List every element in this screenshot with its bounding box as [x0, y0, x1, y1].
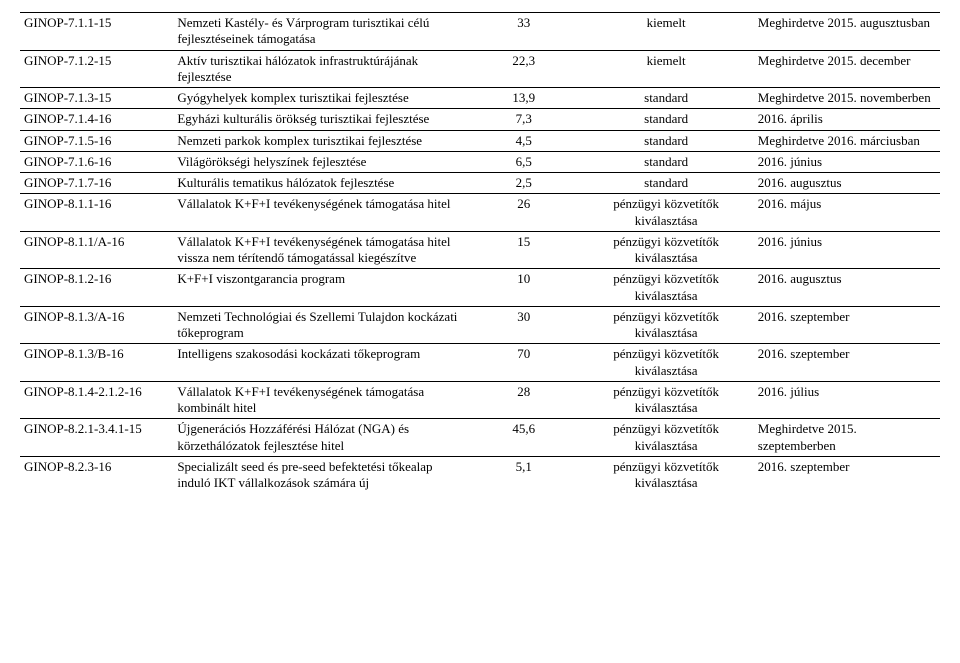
- table-row: GINOP-8.1.3/A-16Nemzeti Technológiai és …: [20, 306, 940, 344]
- cell-cat: pénzügyi közvetítők kiválasztása: [579, 344, 754, 382]
- cell-date: 2016. szeptember: [754, 456, 940, 493]
- cell-val: 7,3: [469, 109, 579, 130]
- cell-desc: Nemzeti Kastély- és Várprogram turisztik…: [173, 13, 469, 51]
- cell-cat: pénzügyi közvetítők kiválasztása: [579, 194, 754, 232]
- cell-cat: pénzügyi közvetítők kiválasztása: [579, 269, 754, 307]
- cell-desc: Nemzeti Technológiai és Szellemi Tulajdo…: [173, 306, 469, 344]
- table-row: GINOP-7.1.7-16Kulturális tematikus hálóz…: [20, 173, 940, 194]
- cell-cat: standard: [579, 88, 754, 109]
- cell-code: GINOP-8.1.3/B-16: [20, 344, 173, 382]
- cell-cat: pénzügyi közvetítők kiválasztása: [579, 381, 754, 419]
- cell-val: 13,9: [469, 88, 579, 109]
- cell-date: 2016. szeptember: [754, 344, 940, 382]
- table-row: GINOP-8.1.1-16Vállalatok K+F+I tevékenys…: [20, 194, 940, 232]
- cell-code: GINOP-7.1.7-16: [20, 173, 173, 194]
- cell-cat: standard: [579, 151, 754, 172]
- cell-date: 2016. szeptember: [754, 306, 940, 344]
- cell-cat: standard: [579, 173, 754, 194]
- table-row: GINOP-8.1.3/B-16Intelligens szakosodási …: [20, 344, 940, 382]
- table-row: GINOP-8.1.1/A-16Vállalatok K+F+I tevéken…: [20, 231, 940, 269]
- cell-code: GINOP-8.1.1-16: [20, 194, 173, 232]
- cell-desc: Vállalatok K+F+I tevékenységének támogat…: [173, 194, 469, 232]
- cell-cat: pénzügyi közvetítők kiválasztása: [579, 231, 754, 269]
- cell-code: GINOP-8.1.2-16: [20, 269, 173, 307]
- table-row: GINOP-7.1.4-16Egyházi kulturális örökség…: [20, 109, 940, 130]
- cell-cat: standard: [579, 109, 754, 130]
- cell-desc: Intelligens szakosodási kockázati tőkepr…: [173, 344, 469, 382]
- cell-code: GINOP-7.1.5-16: [20, 130, 173, 151]
- cell-desc: Vállalatok K+F+I tevékenységének támogat…: [173, 231, 469, 269]
- cell-val: 45,6: [469, 419, 579, 457]
- cell-date: Meghirdetve 2015. szeptemberben: [754, 419, 940, 457]
- table-row: GINOP-8.1.4-2.1.2-16Vállalatok K+F+I tev…: [20, 381, 940, 419]
- cell-code: GINOP-8.1.3/A-16: [20, 306, 173, 344]
- cell-code: GINOP-7.1.6-16: [20, 151, 173, 172]
- cell-date: 2016. április: [754, 109, 940, 130]
- cell-val: 15: [469, 231, 579, 269]
- table-row: GINOP-7.1.1-15Nemzeti Kastély- és Várpro…: [20, 13, 940, 51]
- cell-desc: K+F+I viszontgarancia program: [173, 269, 469, 307]
- table-row: GINOP-8.2.1-3.4.1-15Újgenerációs Hozzáfé…: [20, 419, 940, 457]
- cell-date: 2016. augusztus: [754, 269, 940, 307]
- table-row: GINOP-7.1.2-15Aktív turisztikai hálózato…: [20, 50, 940, 88]
- cell-date: 2016. július: [754, 381, 940, 419]
- table-row: GINOP-7.1.5-16Nemzeti parkok komplex tur…: [20, 130, 940, 151]
- cell-cat: pénzügyi közvetítők kiválasztása: [579, 419, 754, 457]
- data-table: GINOP-7.1.1-15Nemzeti Kastély- és Várpro…: [20, 12, 940, 493]
- cell-date: Meghirdetve 2015. novemberben: [754, 88, 940, 109]
- cell-cat: pénzügyi közvetítők kiválasztása: [579, 456, 754, 493]
- cell-val: 28: [469, 381, 579, 419]
- cell-code: GINOP-8.2.3-16: [20, 456, 173, 493]
- table-row: GINOP-7.1.6-16Világörökségi helyszínek f…: [20, 151, 940, 172]
- cell-code: GINOP-7.1.2-15: [20, 50, 173, 88]
- cell-val: 70: [469, 344, 579, 382]
- cell-desc: Egyházi kulturális örökség turisztikai f…: [173, 109, 469, 130]
- cell-val: 30: [469, 306, 579, 344]
- cell-cat: pénzügyi közvetítők kiválasztása: [579, 306, 754, 344]
- cell-code: GINOP-8.2.1-3.4.1-15: [20, 419, 173, 457]
- table-row: GINOP-8.2.3-16Specializált seed és pre-s…: [20, 456, 940, 493]
- cell-val: 26: [469, 194, 579, 232]
- cell-date: Meghirdetve 2015. augusztusban: [754, 13, 940, 51]
- cell-cat: kiemelt: [579, 13, 754, 51]
- cell-code: GINOP-7.1.1-15: [20, 13, 173, 51]
- cell-cat: standard: [579, 130, 754, 151]
- table-row: GINOP-8.1.2-16K+F+I viszontgarancia prog…: [20, 269, 940, 307]
- cell-desc: Vállalatok K+F+I tevékenységének támogat…: [173, 381, 469, 419]
- cell-date: 2016. június: [754, 151, 940, 172]
- cell-desc: Újgenerációs Hozzáférési Hálózat (NGA) é…: [173, 419, 469, 457]
- cell-val: 10: [469, 269, 579, 307]
- cell-date: 2016. augusztus: [754, 173, 940, 194]
- cell-code: GINOP-7.1.4-16: [20, 109, 173, 130]
- table-row: GINOP-7.1.3-15Gyógyhelyek komplex turisz…: [20, 88, 940, 109]
- cell-code: GINOP-7.1.3-15: [20, 88, 173, 109]
- cell-date: Meghirdetve 2016. márciusban: [754, 130, 940, 151]
- cell-val: 22,3: [469, 50, 579, 88]
- cell-val: 4,5: [469, 130, 579, 151]
- cell-desc: Kulturális tematikus hálózatok fejleszté…: [173, 173, 469, 194]
- cell-date: 2016. június: [754, 231, 940, 269]
- cell-code: GINOP-8.1.1/A-16: [20, 231, 173, 269]
- cell-desc: Nemzeti parkok komplex turisztikai fejle…: [173, 130, 469, 151]
- cell-val: 2,5: [469, 173, 579, 194]
- cell-val: 5,1: [469, 456, 579, 493]
- cell-code: GINOP-8.1.4-2.1.2-16: [20, 381, 173, 419]
- cell-desc: Specializált seed és pre-seed befektetés…: [173, 456, 469, 493]
- cell-cat: kiemelt: [579, 50, 754, 88]
- cell-val: 33: [469, 13, 579, 51]
- cell-val: 6,5: [469, 151, 579, 172]
- cell-desc: Gyógyhelyek komplex turisztikai fejleszt…: [173, 88, 469, 109]
- cell-date: 2016. május: [754, 194, 940, 232]
- cell-desc: Világörökségi helyszínek fejlesztése: [173, 151, 469, 172]
- cell-date: Meghirdetve 2015. december: [754, 50, 940, 88]
- cell-desc: Aktív turisztikai hálózatok infrastruktú…: [173, 50, 469, 88]
